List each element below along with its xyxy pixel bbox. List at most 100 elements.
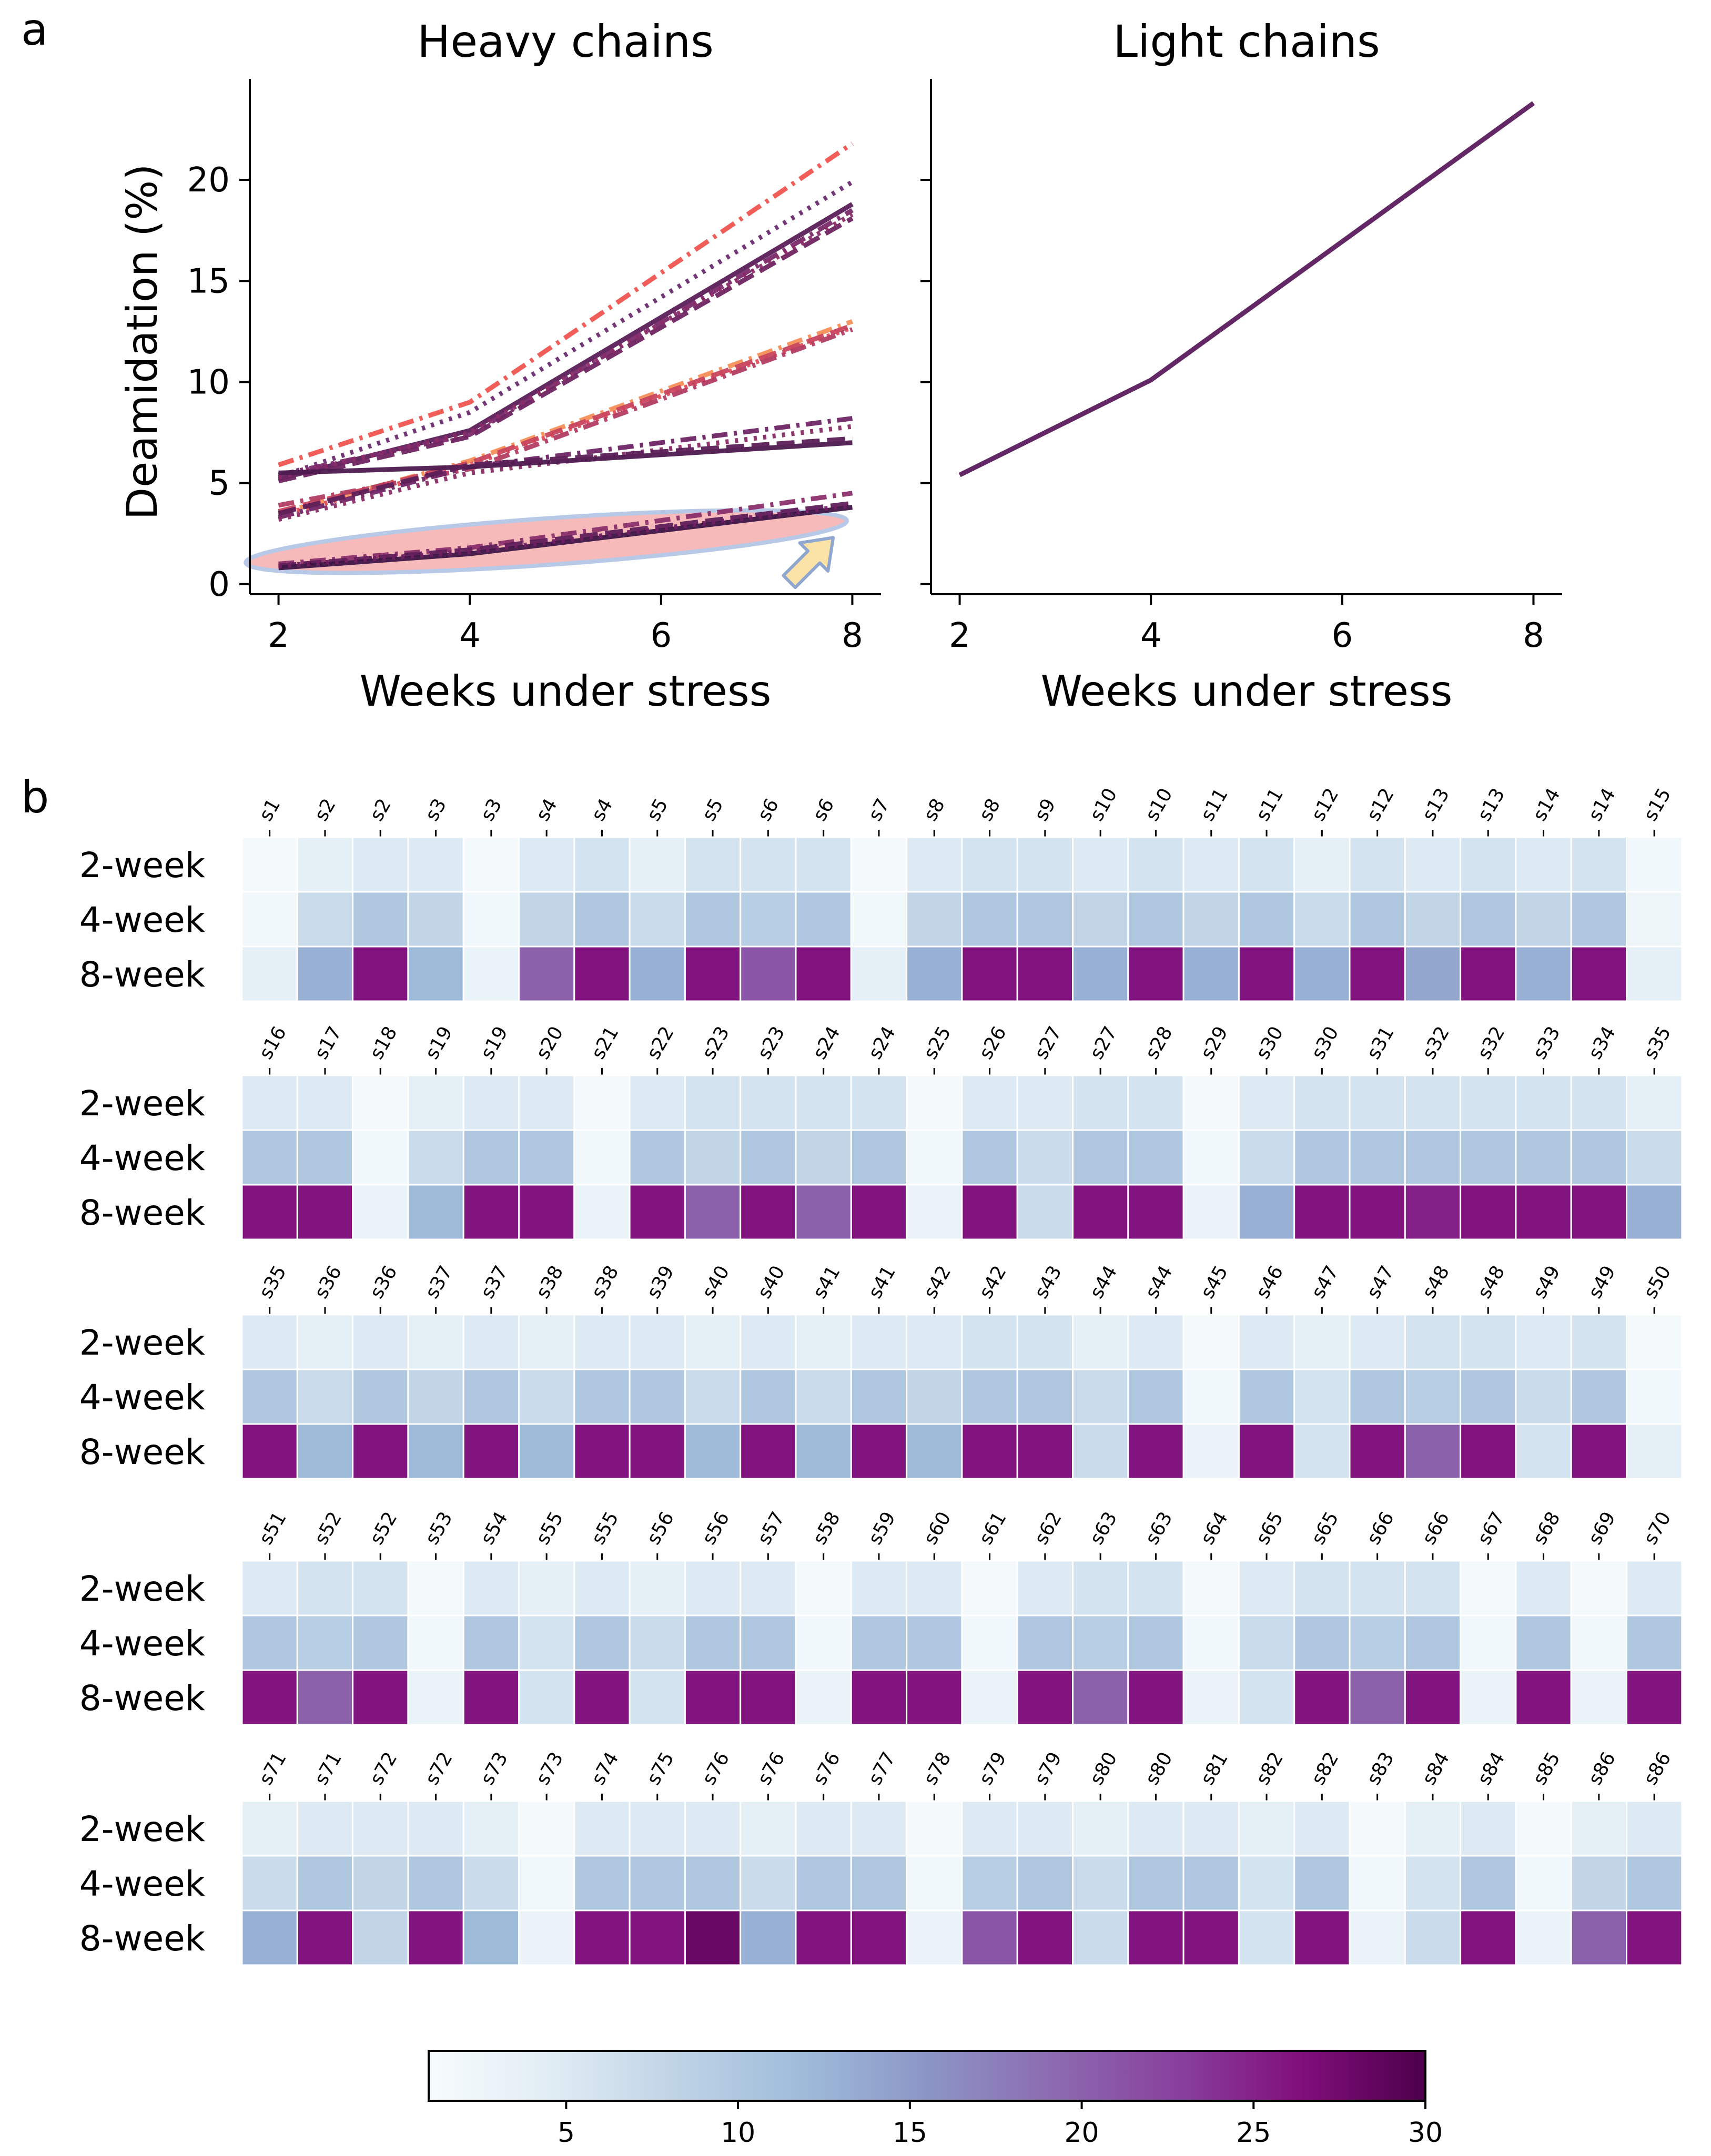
heatmap-cell [629,836,686,893]
heatmap-cell [518,1314,575,1370]
heatmap-column-label: s34 [1584,1023,1620,1063]
heatmap-column-label: s72 [366,1748,402,1788]
heatmap-cell [1293,891,1351,948]
heatmap-cell [1016,1074,1074,1131]
heatmap-column-label: s74 [588,1748,623,1788]
heatmap-cell [518,1368,575,1425]
heatmap-cell [961,945,1018,1002]
heatmap-block-3: s35 s36 s36 s37 s37 s38 s38 s39 s40 s40 s41 s41 s42 s… [79,1262,1683,1480]
heatmap-cell [241,1855,298,1911]
heatmap-cell [850,1800,908,1857]
heatmap-cell [906,1669,963,1726]
heatmap-cell [1072,1855,1129,1911]
heatmap-cell [1570,1560,1627,1616]
heatmap-cell [1626,1614,1683,1671]
heatmap-cell [684,945,742,1002]
heatmap-column-label: s63 [1086,1508,1121,1548]
heatmap-cell [296,1560,354,1616]
heatmap-cell [407,1800,464,1857]
heatmap-cell [906,891,963,948]
light-chains-chart: Light chains Weeks under stress 2 4 6 8 [920,16,1562,716]
heatmap-cell [1072,1074,1129,1131]
heatmap-cell [795,1669,852,1726]
heatmap-cell [1349,1184,1406,1240]
heatmap-cell [1182,836,1240,893]
heatmap-column-label: s25 [920,1023,956,1063]
heatmap-cell [462,1909,520,1966]
heatmap-cell [1182,1368,1240,1425]
heatmap-column-label: s83 [1363,1748,1399,1788]
heatmap-cell [1626,1423,1683,1480]
heatmap-cell [462,1129,520,1186]
heatmap-cell [906,1129,963,1186]
heatmap-cell [462,1314,520,1370]
heatmap-column-label: s29 [1197,1023,1232,1063]
heatmap-cell [407,1368,464,1425]
heatmap-cell [1293,1560,1351,1616]
heatmap-cell [462,945,520,1002]
heatmap-cell [1515,1855,1572,1911]
heatmap-cell [1293,1184,1351,1240]
heavy-x-axis-label: Weeks under stress [360,667,772,716]
heatmap-cell [1515,945,1572,1002]
heatmap-cell [629,1855,686,1911]
heatmap-cell [795,1184,852,1240]
heatmap-cell [296,891,354,948]
heatmap-cell [1349,1129,1406,1186]
heatmap-column-label: s51 [255,1508,291,1548]
heatmap-cell [1072,1669,1129,1726]
heatmap-cell [1515,1129,1572,1186]
heatmap-cell [906,1614,963,1671]
heatmap-cell [684,1423,742,1480]
heavy-chart-title: Heavy chains [417,16,714,67]
heatmap-cell [1626,1800,1683,1857]
heatmap-cell [850,1368,908,1425]
heatmap-cell [296,1855,354,1911]
heatmap-cell [1460,945,1517,1002]
heatmap-cell [573,1855,631,1911]
heatmap-column-label: s55 [532,1508,568,1548]
heatmap-cell [740,1800,797,1857]
heatmap-cell [684,1909,742,1966]
heatmap-cell [1293,1909,1351,1966]
heatmap-column-label: s84 [1418,1748,1454,1788]
heatmap-cell [1515,1909,1572,1966]
heatmap-row-label: 4-week [79,1377,206,1418]
heatmap-column-label: s12 [1363,785,1399,825]
heatmap-column-label: s3 [421,795,451,825]
heatmap-cell [1515,1368,1572,1425]
heatmap-cell [407,1184,464,1240]
heatmap-column-label: s71 [310,1748,346,1788]
heatmap-cell [795,945,852,1002]
heatmap-cell [1127,891,1184,948]
heatmap-cell [462,1855,520,1911]
heatmap-cell [1404,1314,1462,1370]
heatmap-column-label: s66 [1418,1508,1454,1548]
heatmap-cell [573,1129,631,1186]
heatmap-cell [241,1314,298,1370]
heatmap-cell [352,836,409,893]
heatmap-cell [1127,1129,1184,1186]
heatmap-column-label: s44 [1141,1262,1177,1302]
heatmap-cell [241,1423,298,1480]
heatmap-cell [1238,1800,1295,1857]
heatmap-column-label: s86 [1639,1748,1675,1788]
heatmap-cell [573,1909,631,1966]
heatmap-cell [1293,1368,1351,1425]
heatmap-column-label: s79 [1030,1748,1066,1788]
heatmap-cell [1404,1184,1462,1240]
heatmap-column-label: s14 [1584,785,1620,825]
heatmap-cell [1349,891,1406,948]
heatmap-cell [1570,1129,1627,1186]
heatmap-cell [795,1368,852,1425]
heatmap-cell [1460,1368,1517,1425]
heatmap-cell [629,1909,686,1966]
heatmap-cell [1460,1184,1517,1240]
heatmap-column-label: s42 [975,1262,1011,1302]
heatmap-cell [352,1368,409,1425]
heatmap-cell [241,836,298,893]
heatmap-cell [1570,1074,1627,1131]
heatmap-cell [1127,1560,1184,1616]
heatmap-cell [1570,1855,1627,1911]
heatmap-cell [740,1614,797,1671]
